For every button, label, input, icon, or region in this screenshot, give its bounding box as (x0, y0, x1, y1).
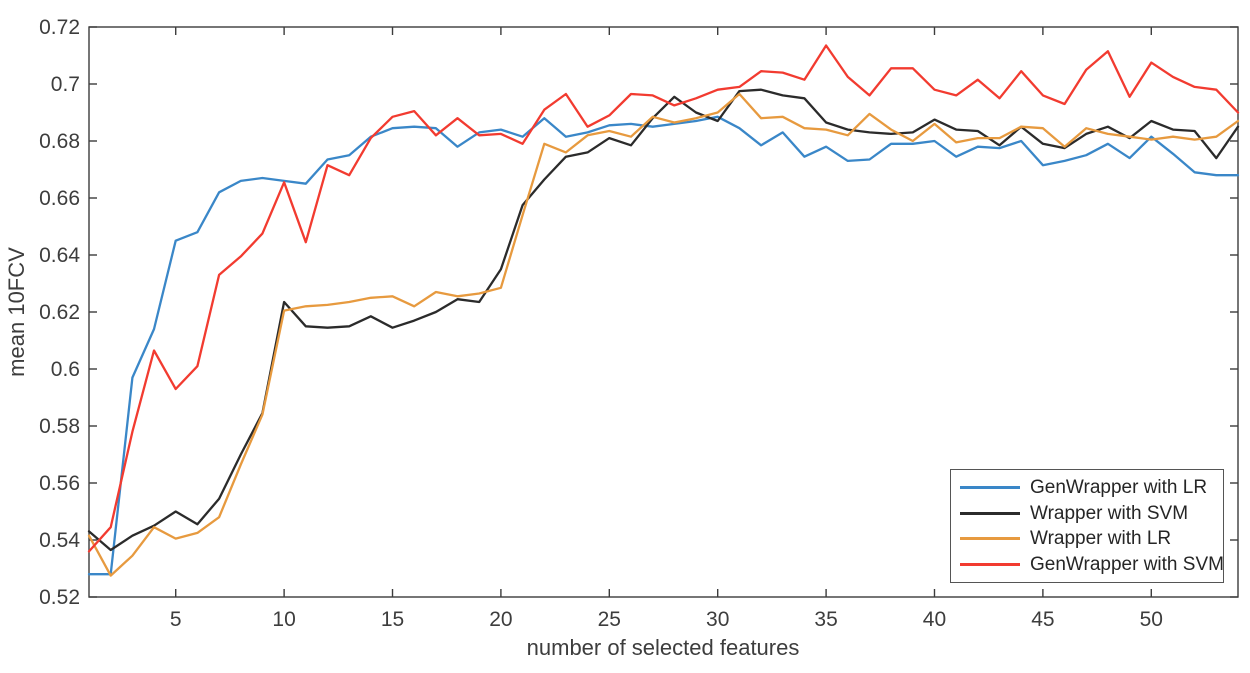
x-tick-label: 40 (923, 608, 946, 631)
legend-line-swatch (960, 562, 1020, 566)
legend-label: GenWrapper with SVM (1030, 553, 1224, 575)
legend-item: Wrapper with SVM (960, 501, 1223, 526)
plot-box (88, 26, 1239, 598)
x-tick-label: 50 (1140, 608, 1163, 631)
legend-line-swatch (960, 486, 1020, 490)
legend-label: Wrapper with SVM (1030, 502, 1189, 524)
legend: GenWrapper with LR Wrapper with SVM Wrap… (950, 469, 1224, 583)
series-line-genwrapper-with-lr (87, 115, 1240, 576)
y-tick-label: 0.54 (39, 529, 80, 552)
legend-item: GenWrapper with LR (960, 475, 1223, 500)
x-axis-label: number of selected features (527, 635, 800, 660)
legend-line-swatch (960, 537, 1020, 541)
x-tick-label: 10 (272, 608, 295, 631)
x-tick-label: 35 (814, 608, 837, 631)
y-tick-label: 0.6 (51, 358, 80, 381)
series-line-wrapper-with-lr (87, 92, 1240, 577)
y-tick-label: 0.56 (39, 472, 80, 495)
legend-item: Wrapper with LR (960, 526, 1223, 551)
series-lines (87, 44, 1240, 577)
legend-label: Wrapper with LR (1030, 528, 1172, 550)
y-tick-label: 0.58 (39, 415, 80, 438)
x-tick-label: 20 (489, 608, 512, 631)
series-line-genwrapper-with-svm (87, 44, 1240, 553)
legend-label: GenWrapper with LR (1030, 477, 1208, 499)
x-tick-label: 5 (170, 608, 182, 631)
axis-tick-labels: 5 10 15 20 25 30 35 40 45 50 0.52 0.54 0.56 0.58 0.6 0.… (39, 16, 1163, 631)
x-tick-label: 45 (1031, 608, 1054, 631)
y-tick-label: 0.66 (39, 187, 80, 210)
series-line-wrapper-with-svm (87, 88, 1240, 552)
y-tick-label: 0.64 (39, 244, 80, 267)
y-tick-label: 0.52 (39, 586, 80, 609)
axis-ticks (89, 26, 1238, 598)
y-tick-label: 0.72 (39, 16, 80, 39)
y-tick-label: 0.62 (39, 301, 80, 324)
legend-line-swatch (960, 511, 1020, 515)
x-tick-label: 25 (598, 608, 621, 631)
y-tick-label: 0.7 (51, 73, 80, 96)
legend-item: GenWrapper with SVM (960, 552, 1224, 577)
x-tick-label: 15 (381, 608, 404, 631)
y-axis-label: mean 10FCV (4, 247, 29, 377)
x-tick-label: 30 (706, 608, 729, 631)
y-tick-label: 0.68 (39, 130, 80, 153)
